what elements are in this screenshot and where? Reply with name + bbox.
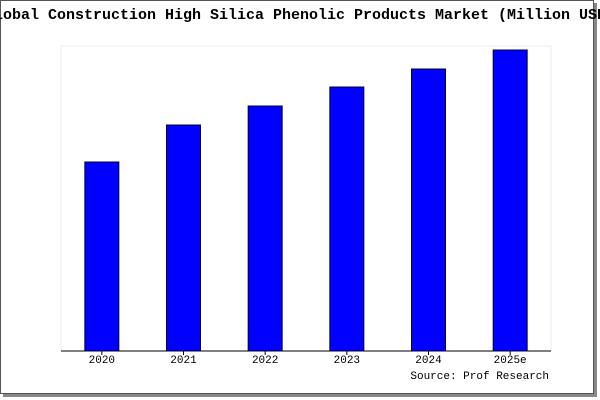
bar (329, 86, 365, 352)
plot-area (60, 45, 552, 352)
x-tick-label: 2021 (170, 355, 197, 367)
x-tick-label: 2024 (415, 355, 442, 367)
x-tick-label: 2025e (494, 355, 527, 367)
x-tick-label: 2020 (89, 355, 115, 367)
x-tick-label: 2022 (252, 355, 278, 367)
chart-title: Global Construction High Silica Phenolic… (0, 7, 600, 24)
x-tick-label: 2023 (334, 355, 360, 367)
bar (492, 49, 528, 352)
bar (247, 105, 283, 352)
bar (84, 161, 120, 352)
bar (411, 68, 446, 352)
source-note: Source: Prof Research (410, 371, 549, 383)
bar (166, 124, 201, 352)
